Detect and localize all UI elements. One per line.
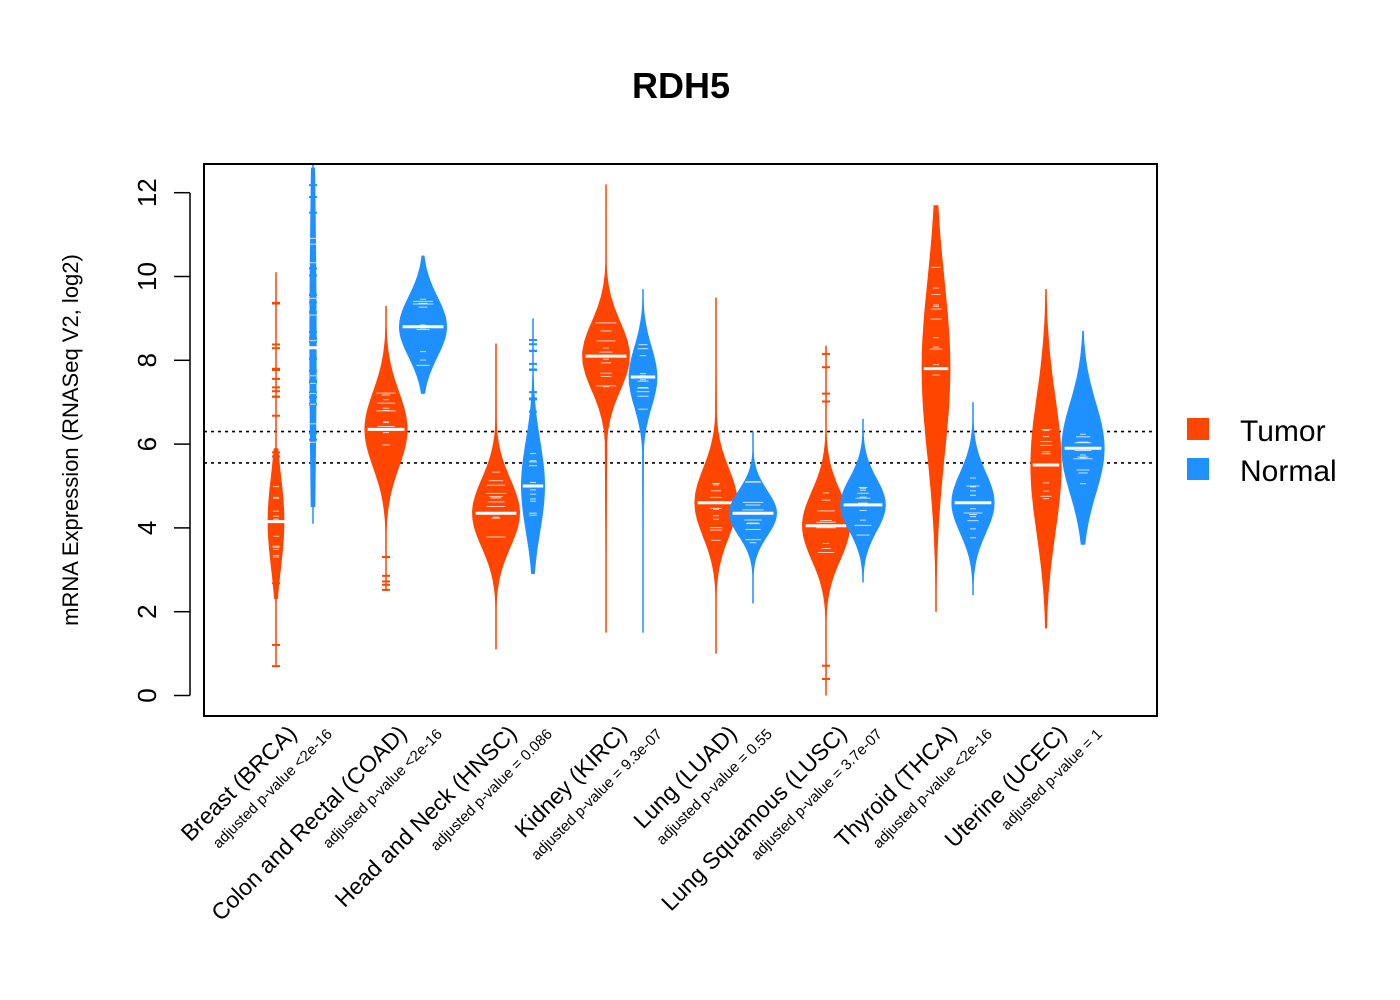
- y-tick-label: 2: [132, 604, 162, 618]
- y-axis-label: mRNA Expression (RNASeq V2, log2): [58, 254, 83, 626]
- violin-normal-6: [951, 402, 995, 595]
- y-tick-label: 0: [132, 688, 162, 702]
- violin-tumor-0: [267, 272, 285, 668]
- legend-swatch-normal: [1187, 458, 1209, 480]
- y-tick-label: 12: [132, 178, 162, 207]
- plot-frame: [203, 163, 1158, 717]
- y-tick-label: 4: [132, 521, 162, 535]
- violin-body: [729, 431, 777, 604]
- violin-normal-4: [729, 431, 777, 604]
- violin-normal-2: [521, 318, 545, 574]
- violin-body: [267, 448, 285, 600]
- violin-tumor-1: [364, 305, 408, 591]
- legend-label-normal: Normal: [1240, 455, 1337, 488]
- violin-body: [921, 205, 951, 612]
- violin-tumor-7: [1030, 289, 1062, 629]
- plot-area: [204, 163, 1157, 696]
- violin-body: [840, 419, 886, 583]
- violin-normal-7: [1061, 330, 1105, 545]
- violin-body: [1061, 331, 1105, 545]
- violin-normal-1: [399, 255, 447, 394]
- violin-normal-3: [628, 289, 658, 633]
- legend-label-tumor: Tumor: [1240, 415, 1326, 448]
- violin-tumor-5: [802, 345, 850, 696]
- x-axis-labels: Breast (BRCA)adjusted p-value <2e-16Colo…: [176, 720, 1106, 925]
- violin-tumor-2: [472, 343, 520, 650]
- violin-body: [521, 318, 545, 574]
- violin-tumor-3: [582, 184, 630, 633]
- violin-tumor-6: [921, 205, 951, 612]
- y-tick-label: 10: [132, 262, 162, 291]
- violin-tumor-4: [694, 297, 738, 654]
- violin-normal-5: [840, 418, 886, 583]
- violin-body: [628, 289, 658, 633]
- y-axis: 0 2 4 6 8 10 12: [132, 178, 191, 703]
- y-tick-label: 8: [132, 353, 162, 367]
- chart-title: RDH5: [632, 65, 730, 106]
- violin-body: [582, 184, 630, 633]
- violin-body: [1030, 289, 1062, 629]
- legend: Tumor Normal: [1187, 415, 1337, 488]
- violin-body: [694, 297, 738, 654]
- legend-swatch-tumor: [1187, 418, 1209, 440]
- violin-normal-0: [304, 163, 322, 524]
- violin-body: [802, 402, 850, 646]
- violin-body: [951, 402, 995, 595]
- y-tick-label: 6: [132, 437, 162, 451]
